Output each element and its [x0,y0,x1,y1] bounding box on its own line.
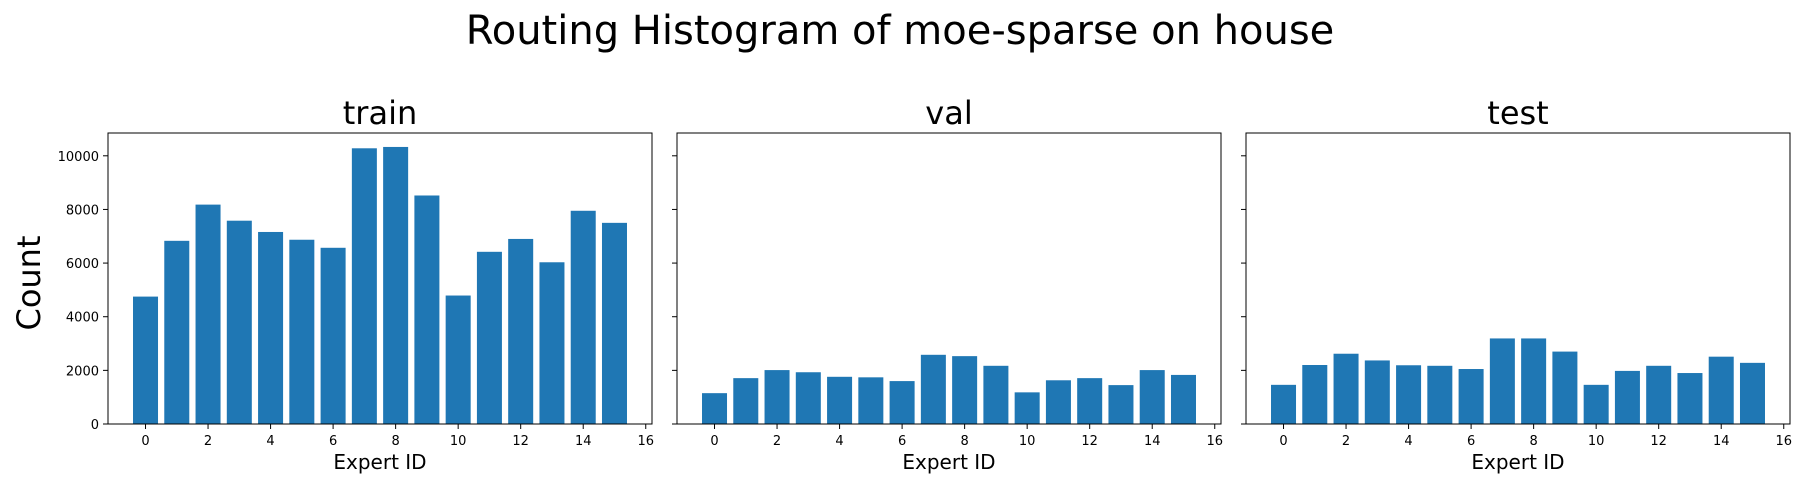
subplot-title: train [343,94,417,132]
bar-expert-14 [1139,370,1165,424]
bar-expert-10 [445,295,471,424]
bar-expert-14 [1708,356,1734,424]
x-tick-label: 4 [1404,434,1412,449]
x-tick-label: 12 [1650,434,1667,449]
y-tick-label: 0 [91,418,99,433]
bar-expert-6 [889,381,915,424]
bar-expert-15 [1170,374,1196,424]
bar-expert-5 [289,239,315,424]
bar-expert-7 [351,148,377,425]
bar-expert-6 [320,247,346,424]
x-axis-label: Expert ID [902,450,995,474]
axes-frame [1245,132,1791,425]
bar-expert-10 [1583,384,1609,424]
x-tick-label: 8 [391,434,399,449]
bar-expert-0 [1271,384,1297,424]
bar-expert-6 [1458,369,1484,424]
bar-expert-11 [1045,380,1071,424]
bar-expert-2 [195,204,221,424]
x-tick-label: 6 [329,434,337,449]
x-tick-label: 16 [1206,434,1223,449]
bar-expert-3 [226,220,252,424]
x-tick-label: 6 [898,434,906,449]
x-tick-label: 16 [637,434,654,449]
x-tick-label: 10 [1019,434,1036,449]
bar-expert-8 [383,146,409,424]
bar-expert-4 [258,231,284,424]
bar-expert-14 [570,210,596,424]
bar-expert-1 [164,240,190,424]
bar-expert-9 [414,195,440,424]
figure-title: Routing Histogram of moe-sparse on house [466,8,1335,54]
x-tick-label: 6 [1467,434,1475,449]
bar-expert-11 [476,251,502,424]
bar-expert-9 [1552,351,1578,424]
bar-expert-0 [702,393,728,424]
subplot-test: test 0 2 4 6 8 10 12 14 16 Expert ID [1241,94,1792,474]
bar-expert-12 [508,238,534,424]
y-tick-label: 10000 [58,150,99,165]
axes-frame [107,132,653,425]
x-tick-label: 2 [1342,434,1350,449]
bar-expert-15 [601,222,627,424]
bar-expert-1 [1302,365,1328,424]
x-tick-label: 2 [773,434,781,449]
y-tick-label: 4000 [66,311,99,326]
bar-expert-8 [952,356,978,424]
bar-expert-5 [858,377,884,424]
bar-expert-2 [1333,353,1359,424]
bar-expert-13 [1677,373,1703,424]
bar-expert-12 [1646,365,1672,424]
bar-expert-1 [733,378,759,424]
bar-expert-7 [920,354,946,424]
y-axis-label: Count [10,235,48,330]
bar-expert-7 [1489,338,1515,424]
x-tick-label: 0 [1279,434,1287,449]
bar-expert-15 [1739,362,1765,424]
x-tick-label: 10 [450,434,467,449]
bar-expert-3 [795,372,821,424]
subplot-panels: train 0 2 4 6 8 10 12 14 16 0 2000 4000 6000 8000 10000… [58,94,1792,474]
subplot-val: val 0 2 4 6 8 10 12 14 16 Expert ID [672,94,1223,474]
x-tick-label: 4 [835,434,843,449]
x-tick-label: 10 [1588,434,1605,449]
x-tick-label: 12 [1081,434,1098,449]
bar-expert-3 [1364,360,1390,424]
x-tick-label: 0 [141,434,149,449]
bar-expert-10 [1014,392,1040,424]
bar-expert-12 [1077,378,1103,424]
subplot-train: train 0 2 4 6 8 10 12 14 16 0 2000 4000 6000 8000 10000… [58,94,654,474]
bar-expert-5 [1427,365,1453,424]
bar-expert-11 [1614,370,1640,424]
bar-expert-2 [764,370,790,424]
bar-expert-0 [133,296,159,424]
bar-expert-4 [827,376,853,424]
x-axis-label: Expert ID [333,450,426,474]
x-tick-label: 14 [575,434,592,449]
x-tick-label: 4 [266,434,274,449]
x-tick-label: 2 [204,434,212,449]
subplot-title: test [1487,94,1548,132]
bar-expert-4 [1396,365,1422,424]
bar-expert-13 [539,262,565,424]
subplot-title: val [925,94,972,132]
y-tick-label: 8000 [66,203,99,218]
bar-expert-8 [1521,338,1547,424]
bar-expert-9 [983,365,1009,424]
x-axis-label: Expert ID [1471,450,1564,474]
x-tick-label: 16 [1775,434,1792,449]
axes-frame [676,132,1222,425]
x-tick-label: 8 [1529,434,1537,449]
y-tick-label: 6000 [66,257,99,272]
bar-expert-13 [1108,385,1134,424]
y-tick-label: 2000 [66,364,99,379]
x-tick-label: 14 [1713,434,1730,449]
x-tick-label: 8 [960,434,968,449]
x-tick-label: 0 [710,434,718,449]
x-tick-label: 14 [1144,434,1161,449]
x-tick-label: 12 [512,434,529,449]
